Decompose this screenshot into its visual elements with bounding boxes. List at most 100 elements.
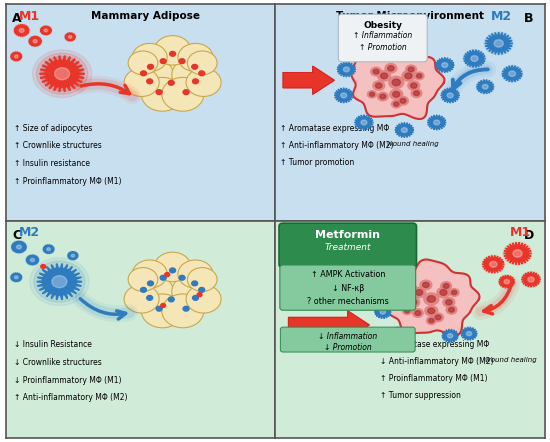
Circle shape (370, 92, 375, 96)
Polygon shape (485, 32, 513, 54)
Circle shape (389, 76, 404, 88)
Circle shape (410, 300, 417, 305)
Circle shape (154, 36, 191, 65)
Circle shape (405, 309, 410, 313)
Circle shape (340, 93, 346, 98)
Polygon shape (10, 52, 22, 61)
Circle shape (131, 274, 173, 308)
Text: wound healing: wound healing (387, 141, 438, 147)
Polygon shape (441, 88, 460, 103)
Circle shape (52, 276, 67, 288)
Text: C: C (12, 229, 21, 242)
FancyBboxPatch shape (338, 14, 427, 62)
Circle shape (392, 100, 401, 108)
Circle shape (448, 334, 453, 338)
Circle shape (502, 65, 522, 82)
Circle shape (446, 305, 457, 314)
Polygon shape (351, 43, 444, 119)
Circle shape (433, 120, 440, 125)
Circle shape (449, 289, 459, 297)
Polygon shape (43, 245, 54, 254)
Circle shape (471, 56, 478, 61)
Polygon shape (14, 24, 29, 36)
Circle shape (147, 281, 153, 286)
Circle shape (34, 261, 85, 302)
Polygon shape (10, 273, 22, 282)
Polygon shape (40, 56, 85, 92)
Circle shape (151, 267, 195, 303)
Circle shape (503, 242, 532, 265)
Text: ↓ Proinflammatory MΦ (M1): ↓ Proinflammatory MΦ (M1) (14, 376, 121, 385)
Circle shape (463, 50, 486, 68)
Circle shape (441, 282, 452, 290)
Polygon shape (461, 327, 477, 340)
Circle shape (192, 65, 197, 69)
Text: D: D (524, 229, 534, 242)
Text: Obesity: Obesity (364, 21, 402, 30)
Circle shape (381, 73, 388, 79)
Polygon shape (368, 36, 387, 51)
Text: Treatment: Treatment (324, 243, 371, 251)
Circle shape (28, 36, 42, 47)
Circle shape (422, 282, 429, 287)
Text: ? other mechanisms: ? other mechanisms (307, 297, 389, 306)
Circle shape (425, 306, 438, 316)
Circle shape (40, 26, 52, 35)
Circle shape (188, 267, 217, 291)
Circle shape (140, 287, 146, 292)
Circle shape (415, 311, 421, 316)
Circle shape (466, 332, 472, 336)
Circle shape (140, 71, 146, 76)
Circle shape (528, 277, 534, 282)
Circle shape (179, 59, 185, 64)
Circle shape (373, 69, 379, 74)
Text: ↑ Promotion: ↑ Promotion (359, 43, 406, 53)
Text: ↑ Size of adipocytes: ↑ Size of adipocytes (14, 123, 92, 133)
Circle shape (452, 290, 457, 295)
Circle shape (408, 286, 414, 290)
Polygon shape (29, 36, 42, 46)
Polygon shape (504, 243, 531, 264)
Circle shape (160, 275, 166, 280)
Circle shape (141, 294, 183, 328)
Circle shape (376, 83, 382, 88)
Circle shape (416, 74, 422, 78)
Polygon shape (406, 38, 425, 53)
Circle shape (32, 50, 92, 98)
Text: ↑ Tumor promotion: ↑ Tumor promotion (280, 158, 355, 167)
Text: ↑ Anti-inflammatory MΦ (M2): ↑ Anti-inflammatory MΦ (M2) (14, 393, 127, 402)
Circle shape (124, 285, 159, 313)
Polygon shape (482, 255, 504, 273)
Circle shape (30, 258, 35, 262)
Circle shape (69, 35, 72, 38)
Polygon shape (427, 115, 446, 130)
Circle shape (179, 275, 185, 280)
Circle shape (192, 281, 197, 286)
Circle shape (19, 28, 24, 32)
Circle shape (378, 71, 390, 81)
Circle shape (14, 24, 30, 37)
Circle shape (186, 285, 221, 313)
Polygon shape (395, 122, 414, 137)
Circle shape (178, 43, 213, 72)
Polygon shape (37, 263, 82, 300)
Circle shape (30, 258, 89, 305)
Circle shape (128, 51, 158, 75)
Text: ↓ Anti-inflammatory MΦ (M2): ↓ Anti-inflammatory MΦ (M2) (380, 357, 493, 366)
Text: ↓ NF-κβ: ↓ NF-κβ (332, 284, 364, 293)
Polygon shape (386, 259, 480, 335)
Circle shape (390, 89, 403, 99)
Circle shape (188, 51, 217, 75)
Circle shape (151, 50, 195, 86)
Circle shape (67, 251, 79, 260)
Text: wound healing: wound healing (485, 357, 537, 363)
Circle shape (168, 297, 174, 302)
Polygon shape (12, 241, 26, 253)
FancyBboxPatch shape (279, 223, 416, 267)
Circle shape (400, 99, 406, 103)
Circle shape (186, 69, 221, 96)
Circle shape (498, 275, 515, 288)
Circle shape (36, 53, 87, 94)
Circle shape (377, 92, 388, 101)
Circle shape (54, 68, 70, 80)
